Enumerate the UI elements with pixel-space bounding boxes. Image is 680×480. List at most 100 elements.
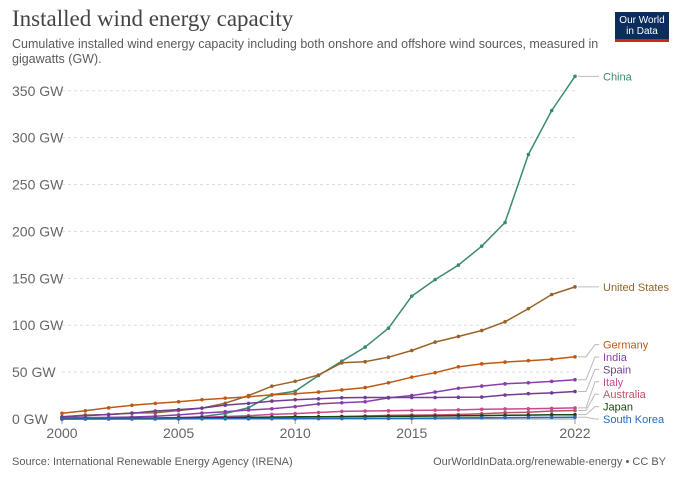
data-point-germany <box>153 401 158 406</box>
data-point-italy <box>573 406 577 410</box>
data-point-germany <box>363 385 367 390</box>
y-tick-label: 300 GW <box>12 130 64 146</box>
label-connector-india <box>578 356 599 381</box>
data-point-australia <box>573 408 577 413</box>
data-point-china <box>433 277 437 282</box>
data-point-india <box>293 404 297 409</box>
data-point-south-korea <box>386 416 391 421</box>
data-point-south-korea <box>316 416 321 421</box>
data-point-south-korea <box>526 415 531 420</box>
data-point-united-states <box>433 340 437 344</box>
y-tick-label: 100 GW <box>12 317 64 333</box>
data-point-germany <box>293 391 297 396</box>
series-label-japan[interactable]: Japan <box>603 402 633 414</box>
data-point-china <box>456 263 461 267</box>
data-point-italy <box>293 411 297 416</box>
data-point-italy <box>363 409 367 413</box>
data-point-japan <box>573 412 577 417</box>
data-point-spain <box>479 395 484 399</box>
series-label-spain[interactable]: Spain <box>603 364 631 376</box>
data-point-south-korea <box>60 417 64 421</box>
data-point-spain <box>153 409 158 413</box>
label-connector-spain <box>578 368 599 393</box>
data-point-india <box>549 379 554 384</box>
x-tick-label: 2000 <box>46 425 77 441</box>
data-point-china <box>386 326 391 331</box>
data-point-italy <box>409 408 414 413</box>
data-point-south-korea <box>409 416 414 421</box>
data-point-spain <box>270 399 274 403</box>
data-point-italy <box>549 406 554 411</box>
data-point-india <box>176 413 181 417</box>
data-point-germany <box>270 393 274 397</box>
series-label-italy[interactable]: Italy <box>603 377 624 389</box>
data-point-germany <box>409 375 414 379</box>
series-label-united-states[interactable]: United States <box>603 282 670 294</box>
data-point-india <box>503 382 507 386</box>
series-line-china[interactable] <box>61 75 576 420</box>
data-point-india <box>223 409 228 414</box>
data-point-spain <box>316 397 321 401</box>
data-point-south-korea <box>153 417 158 421</box>
data-point-south-korea <box>106 417 111 421</box>
line-chart: 0 GW 50 GW 100 GW 150 GW 200 GW 250 GW 300 GW 3… <box>12 71 670 441</box>
data-point-china <box>293 389 297 394</box>
label-connector-australia <box>578 393 599 411</box>
data-point-spain <box>363 395 367 400</box>
x-tick-label: 2022 <box>559 425 590 441</box>
data-point-south-korea <box>293 416 297 421</box>
data-point-south-korea <box>503 415 507 420</box>
data-point-germany <box>106 406 111 410</box>
data-point-italy <box>386 409 391 413</box>
data-point-italy <box>340 409 344 414</box>
data-point-south-korea <box>363 416 367 421</box>
chart-title: Installed wind energy capacity <box>12 6 294 31</box>
data-point-italy <box>316 410 321 415</box>
data-point-germany <box>479 362 484 366</box>
label-connector-germany <box>578 344 599 358</box>
data-point-germany <box>176 399 181 404</box>
data-point-germany <box>200 397 204 402</box>
data-point-china <box>479 244 484 248</box>
data-point-south-korea <box>223 417 228 421</box>
data-point-south-korea <box>270 416 274 421</box>
data-point-india <box>340 400 344 405</box>
data-point-south-korea <box>549 415 554 420</box>
data-point-india <box>363 399 367 404</box>
data-point-japan <box>549 412 554 417</box>
data-point-united-states <box>409 348 414 353</box>
logo-line-1: Our World <box>619 15 665 26</box>
data-point-united-states <box>316 373 321 377</box>
data-point-germany <box>549 357 554 362</box>
owid-logo[interactable]: Our World in Data <box>615 12 669 42</box>
data-point-germany <box>340 388 344 392</box>
data-point-india <box>433 390 437 394</box>
data-point-united-states <box>503 320 507 324</box>
series-label-india[interactable]: India <box>603 352 628 364</box>
data-point-south-korea <box>433 416 437 420</box>
data-point-spain <box>200 406 204 410</box>
data-point-spain <box>106 412 111 417</box>
data-point-india <box>456 386 461 391</box>
y-tick-label: 350 GW <box>12 83 64 99</box>
data-point-united-states <box>340 361 344 365</box>
label-connector-japan <box>578 406 599 416</box>
data-point-spain <box>573 389 577 394</box>
credit-link[interactable]: OurWorldInData.org/renewable-energy • CC… <box>433 456 666 468</box>
data-point-germany <box>246 394 251 399</box>
data-point-india <box>526 380 531 385</box>
data-point-south-korea <box>83 417 88 421</box>
data-point-united-states <box>573 285 577 289</box>
data-point-india <box>573 377 577 382</box>
data-point-italy <box>270 412 274 417</box>
y-tick-label: 50 GW <box>12 364 56 380</box>
data-point-india <box>246 408 251 412</box>
series-label-south-korea[interactable]: South Korea <box>603 414 665 426</box>
data-point-germany <box>223 396 228 400</box>
data-point-south-korea <box>200 417 204 421</box>
data-point-united-states <box>456 334 461 339</box>
series-label-germany[interactable]: Germany <box>603 340 649 352</box>
series-label-australia[interactable]: Australia <box>603 389 647 401</box>
series-label-china[interactable]: China <box>603 71 633 83</box>
data-point-south-korea <box>130 417 134 421</box>
